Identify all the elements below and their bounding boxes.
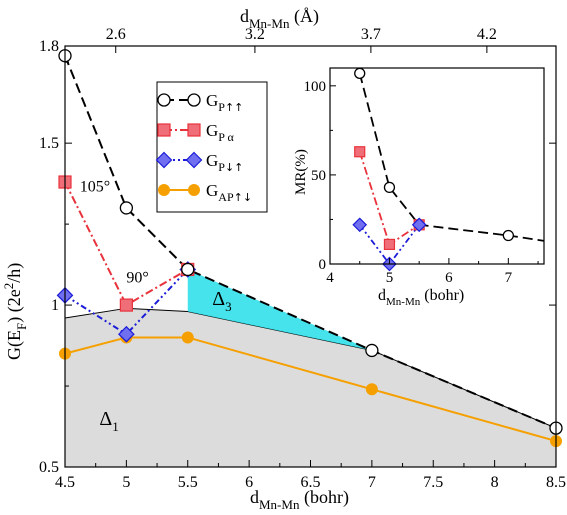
legend-marker-right-1 <box>187 123 201 137</box>
inset-x-tick-label: 4 <box>326 270 334 286</box>
series-3-point <box>181 331 194 344</box>
top-tick-label: 3.2 <box>245 26 265 43</box>
inset-series-2-line <box>359 224 420 266</box>
inset-series-2-point <box>411 217 427 233</box>
inset-series-2-point <box>352 217 368 233</box>
y-tick-label: 1.8 <box>39 38 59 55</box>
inset-frame <box>329 67 545 265</box>
x-tick-label: 4.5 <box>55 474 75 491</box>
legend-marker-left-2 <box>155 151 173 169</box>
legend-marker-left-1 <box>157 123 171 137</box>
series-3-point <box>365 383 378 396</box>
x-tick-label: 5.5 <box>178 474 198 491</box>
series-2-point <box>118 325 135 343</box>
inset-x-tick-label: 7 <box>505 270 513 286</box>
delta1-region <box>65 308 556 467</box>
inset-y-tick-label: 50 <box>311 168 326 184</box>
x-tick-label: 6 <box>245 474 253 491</box>
legend-label-3: GAP↑↓ <box>206 181 252 204</box>
x-tick-label: 8.5 <box>546 474 566 491</box>
inset-series-0-point <box>502 229 514 242</box>
inset-axes: 4 5 6 7 0 50 100 <box>304 79 539 286</box>
inset-series-0-point <box>383 181 396 194</box>
legend: GP↑↑ GP α GP↓↑ GAP↑↓ <box>155 81 268 213</box>
main-series <box>56 49 563 448</box>
series-1-point <box>119 298 133 312</box>
inset-series-0-point <box>354 67 366 79</box>
main-axes: 4.5 5 5.5 6 6.5 7 7.5 8 8.5 0.5 1 1.5 1.8 2.6 3.2 3.7 4.… <box>39 26 566 491</box>
series-0-point <box>181 262 195 277</box>
inset-y-tick-label: 0 <box>319 257 327 273</box>
inset-series-1-point <box>354 146 366 158</box>
series-0-line <box>64 55 557 430</box>
inset-series-1-point <box>383 238 396 250</box>
delta3-label: Δ3 <box>212 288 231 314</box>
inset-x-tick-label: 5 <box>386 270 394 286</box>
angle-105-annotation: 105° <box>80 179 110 196</box>
x-tick-label: 5 <box>122 474 130 491</box>
top-tick-label: 4.2 <box>477 26 497 43</box>
legend-marker-left-3 <box>158 184 170 196</box>
inset-x-tick-label: 6 <box>445 270 453 286</box>
x-tick-label: 6.5 <box>301 474 321 491</box>
top-axis-label: dMn-Mn (Å) <box>240 6 319 31</box>
legend-label-0: GP↑↑ <box>206 91 243 114</box>
top-tick-label: 3.7 <box>361 26 381 43</box>
top-tick-label: 2.6 <box>106 26 126 43</box>
legend-marker-right-3 <box>188 184 200 196</box>
legend-label-2: GP↓↑ <box>206 151 243 174</box>
y-tick-label: 1 <box>51 297 59 314</box>
inset-series <box>352 67 545 272</box>
y-tick-label: 1.5 <box>39 135 59 152</box>
x-axis-label: dMn-Mn (bohr) <box>250 487 349 512</box>
legend-marker-right-2 <box>185 151 203 169</box>
series-0-point <box>119 201 134 215</box>
delta1-label: Δ1 <box>99 408 118 434</box>
x-tick-label: 7 <box>368 474 376 491</box>
inset-x-axis-label: dMn-Mn (bohr) <box>378 287 464 308</box>
legend-marker-left-0 <box>157 93 171 107</box>
x-tick-label: 8 <box>491 474 499 491</box>
x-tick-label: 7.5 <box>423 474 443 491</box>
legend-marker-right-0 <box>187 93 201 107</box>
legend-label-1: GP α <box>206 121 235 144</box>
mr-inset: 4 5 6 7 0 50 100 MR(%) dMn-Mn (bohr) <box>293 67 545 308</box>
inset-y-axis-label: MR(%) <box>293 149 309 195</box>
inset-y-tick-label: 100 <box>304 79 327 95</box>
y-tick-label: 0.5 <box>39 459 59 476</box>
y-axis-label: G(EF) (2e2/h) <box>1 263 29 360</box>
angle-90-annotation: 90° <box>126 269 148 286</box>
series-0-point <box>365 343 379 358</box>
